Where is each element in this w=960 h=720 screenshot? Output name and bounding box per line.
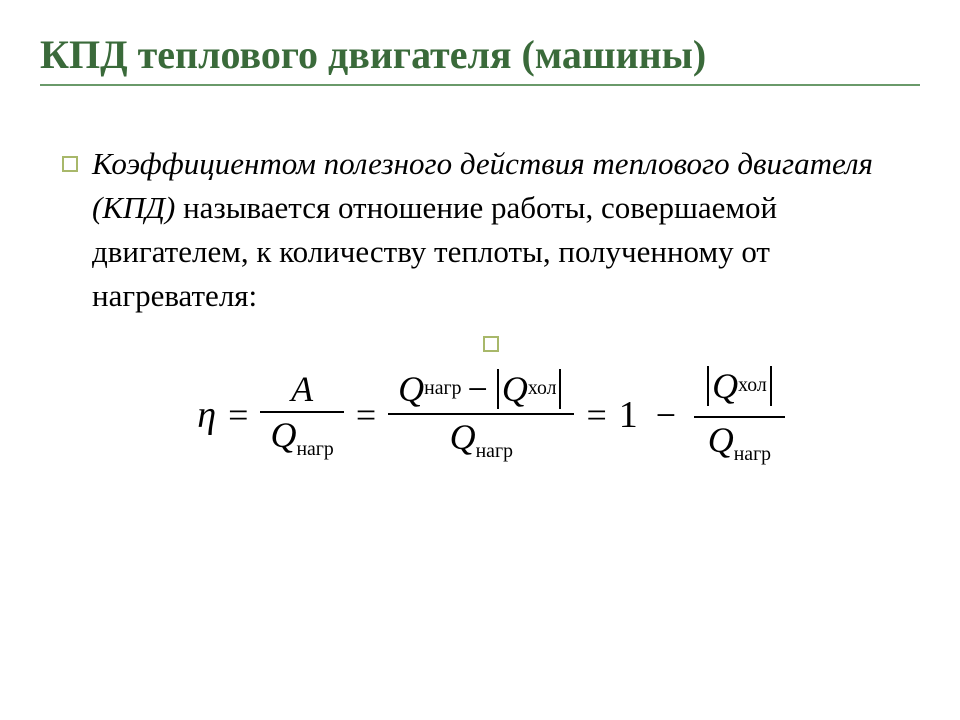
abs-bar-icon <box>707 366 709 406</box>
efficiency-formula: η = A Qнагр = Qнагр − <box>197 362 784 469</box>
symbol-Q: Q <box>398 371 424 407</box>
symbol-eta: η <box>197 393 216 437</box>
abs-bar-icon <box>497 369 499 409</box>
fraction-3-num: Qхол <box>694 362 785 416</box>
subscript-nagr: нагр <box>734 443 771 465</box>
subscript-xol: хол <box>738 376 767 396</box>
formula-container: η = A Qнагр = Qнагр − <box>62 362 920 469</box>
abs-bar-icon <box>559 369 561 409</box>
symbol-eq-1: = <box>228 394 248 436</box>
slide-title: КПД теплового двигателя (машины) <box>40 32 920 86</box>
symbol-Q: Q <box>708 420 734 460</box>
symbol-A: A <box>291 369 313 409</box>
subscript-nagr: нагр <box>296 438 333 460</box>
subscript-nagr: нагр <box>476 440 513 462</box>
definition-rest: называется отношение работы, совершаемой… <box>92 190 777 313</box>
symbol-Q: Q <box>502 371 528 407</box>
fraction-2-den: Qнагр <box>440 415 523 466</box>
symbol-eq-3: = <box>586 394 606 436</box>
symbol-eq-2: = <box>356 394 376 436</box>
symbol-minus: − <box>650 394 682 436</box>
slide-container: КПД теплового двигателя (машины) Коэффиц… <box>0 0 960 720</box>
fraction-1-num: A <box>281 367 323 411</box>
square-bullet-icon <box>62 156 78 172</box>
square-bullet-icon <box>483 336 499 352</box>
bullet-row: Коэффициентом полезного действия теплово… <box>62 142 920 318</box>
symbol-Q: Q <box>450 417 476 457</box>
symbol-Q: Q <box>712 368 738 404</box>
fraction-2: Qнагр − Qхол Qнагр <box>388 365 574 466</box>
fraction-3-den: Qнагр <box>698 418 781 469</box>
fraction-1-den: Qнагр <box>260 413 343 464</box>
subscript-xol: хол <box>528 379 557 399</box>
abs-bar-icon <box>770 366 772 406</box>
symbol-one: 1 <box>619 393 638 437</box>
fraction-3: Qхол Qнагр <box>694 362 785 469</box>
slide-body: Коэффициентом полезного действия теплово… <box>40 142 920 469</box>
definition-paragraph: Коэффициентом полезного действия теплово… <box>92 142 920 318</box>
fraction-1: A Qнагр <box>260 367 343 464</box>
subscript-nagr: нагр <box>424 379 461 399</box>
center-bullet-row <box>62 336 920 352</box>
symbol-Q: Q <box>270 415 296 455</box>
symbol-minus: − <box>462 371 494 407</box>
fraction-2-num: Qнагр − Qхол <box>388 365 574 413</box>
